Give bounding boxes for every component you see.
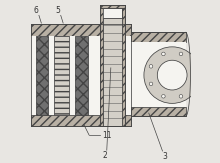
Text: 2: 2	[103, 151, 107, 160]
Circle shape	[149, 82, 153, 86]
Circle shape	[162, 95, 165, 98]
Bar	[31, 115, 131, 126]
Circle shape	[162, 52, 165, 56]
Bar	[131, 32, 186, 42]
Bar	[31, 24, 131, 36]
Text: 5: 5	[55, 6, 60, 15]
Text: 6: 6	[33, 6, 38, 15]
Bar	[103, 18, 122, 126]
Bar	[122, 5, 125, 126]
Bar	[131, 107, 186, 116]
Bar	[75, 36, 88, 115]
Bar	[103, 8, 122, 28]
Circle shape	[192, 82, 195, 86]
Circle shape	[157, 60, 187, 90]
Circle shape	[179, 95, 183, 98]
Bar	[103, 8, 122, 28]
Text: 3: 3	[162, 152, 167, 161]
Bar	[31, 36, 131, 115]
Circle shape	[149, 65, 153, 68]
Bar	[131, 42, 186, 107]
Circle shape	[144, 47, 200, 103]
Bar	[100, 5, 103, 126]
Bar	[54, 36, 69, 115]
Bar	[100, 5, 125, 8]
Circle shape	[179, 52, 183, 56]
Text: 11: 11	[102, 131, 111, 140]
Bar	[36, 36, 48, 115]
Circle shape	[192, 65, 195, 68]
